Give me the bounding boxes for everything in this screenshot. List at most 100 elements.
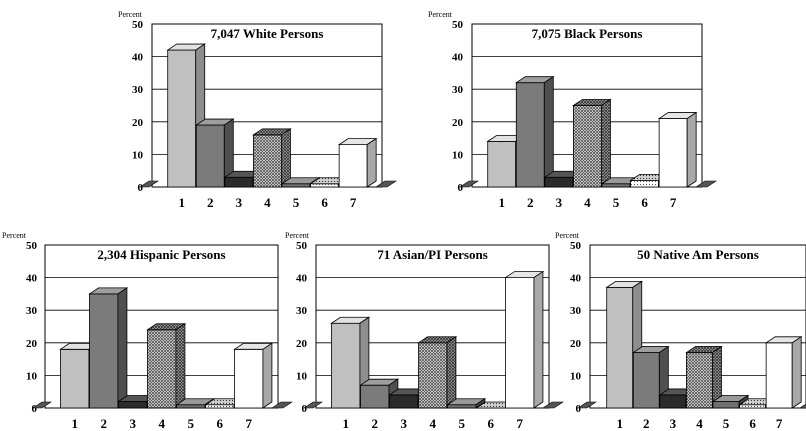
bar-2 (514, 75, 555, 188)
bar-1 (330, 316, 371, 409)
y-tick-label: 40 (26, 273, 38, 285)
y-tick-label: 10 (570, 370, 582, 382)
y-tick-label: 50 (26, 240, 38, 252)
y-tick-label: 40 (570, 273, 582, 285)
chart-panel-asian-pi: Percent 71 Asian/PI Persons 0 10 20 30 40 50 1… (285, 231, 564, 431)
y-tick-label: 20 (26, 338, 38, 350)
x-tick-label: 7 (350, 195, 357, 210)
floor-left (139, 180, 159, 188)
y-axis-label: Percent (285, 231, 310, 240)
x-tick-label: 3 (670, 416, 677, 431)
y-axis-label: Percent (555, 231, 580, 240)
x-tick-label: 2 (643, 416, 650, 431)
y-tick-label: 30 (132, 84, 144, 96)
x-tick-label: 5 (613, 195, 620, 210)
x-tick-label: 7 (670, 195, 677, 210)
bar-4 (252, 128, 292, 188)
bar-7 (764, 336, 803, 409)
floor-left (32, 401, 52, 409)
chart-panel-white: Percent 7,047 White Persons 0 10 20 30 40 50 1… (118, 10, 397, 210)
x-tick-label: 1 (616, 416, 623, 431)
x-tick-label: 6 (749, 416, 756, 431)
floor-right (375, 180, 397, 188)
x-tick-label: 5 (458, 416, 465, 431)
chart-title: 7,075 Black Persons (532, 26, 643, 41)
floor-left (459, 180, 479, 188)
bar-4 (685, 345, 723, 409)
x-tick-label: 3 (236, 195, 243, 210)
x-tick-label: 4 (584, 195, 591, 210)
x-tick-label: 6 (216, 416, 223, 431)
x-tick-label: 6 (487, 416, 494, 431)
x-tick-label: 2 (207, 195, 214, 210)
y-tick-label: 0 (576, 403, 582, 415)
floor-left (303, 401, 323, 409)
y-axis-label: Percent (118, 10, 143, 19)
bar-2 (631, 345, 670, 409)
y-tick-label: 30 (452, 84, 464, 96)
bar-7 (233, 342, 274, 409)
y-tick-label: 10 (296, 370, 308, 382)
y-tick-label: 50 (452, 19, 464, 31)
bar-7 (337, 137, 378, 188)
bar-5 (446, 397, 487, 409)
bar-4 (572, 98, 612, 188)
y-tick-label: 50 (570, 240, 582, 252)
y-tick-label: 20 (452, 117, 464, 129)
x-tick-label: 4 (264, 195, 271, 210)
x-tick-label: 7 (516, 416, 523, 431)
y-tick-label: 20 (132, 117, 144, 129)
x-tick-label: 3 (400, 416, 407, 431)
x-tick-label: 6 (321, 195, 328, 210)
y-tick-label: 30 (570, 305, 582, 317)
y-tick-label: 0 (458, 182, 464, 194)
y-tick-label: 30 (296, 305, 308, 317)
x-tick-label: 3 (556, 195, 563, 210)
y-tick-label: 10 (452, 149, 464, 161)
chart-title: 71 Asian/PI Persons (377, 247, 488, 262)
bar-7 (657, 111, 698, 188)
chart-title: 2,304 Hispanic Persons (97, 247, 225, 262)
floor-right (695, 180, 717, 188)
x-tick-label: 6 (641, 195, 648, 210)
floor-right (799, 403, 806, 409)
y-tick-label: 0 (302, 403, 308, 415)
y-tick-label: 30 (26, 305, 38, 317)
x-tick-label: 1 (178, 195, 185, 210)
x-tick-label: 1 (71, 416, 78, 431)
floor-right (271, 401, 293, 409)
y-axis-label: Percent (2, 231, 27, 240)
y-tick-label: 0 (32, 403, 38, 415)
x-tick-label: 5 (293, 195, 300, 210)
x-tick-label: 7 (776, 416, 783, 431)
chart-panel-native-am: Percent 50 Native Am Persons 0 10 20 30 40 50… (555, 231, 806, 431)
y-tick-label: 40 (296, 273, 308, 285)
chart-title: 50 Native Am Persons (637, 247, 759, 262)
bar-4 (146, 323, 187, 409)
chart-panel-hispanic: Percent 2,304 Hispanic Persons 0 10 20 30 40… (2, 231, 293, 431)
chart-panel-black: Percent 7,075 Black Persons 0 10 20 30 40 50 1… (428, 10, 717, 210)
x-tick-label: 5 (187, 416, 194, 431)
y-tick-label: 10 (132, 149, 144, 161)
y-tick-label: 10 (26, 370, 38, 382)
x-tick-label: 4 (158, 416, 165, 431)
x-tick-label: 2 (100, 416, 107, 431)
x-tick-label: 7 (245, 416, 252, 431)
x-tick-label: 4 (429, 416, 436, 431)
bar-6 (204, 397, 245, 409)
y-axis-label: Percent (428, 10, 453, 19)
floor-right (542, 401, 564, 409)
y-tick-label: 50 (132, 19, 144, 31)
y-tick-label: 20 (296, 338, 308, 350)
x-tick-label: 2 (371, 416, 378, 431)
y-tick-label: 40 (132, 52, 144, 64)
bar-2 (88, 287, 129, 409)
y-tick-label: 20 (570, 338, 582, 350)
x-tick-label: 4 (696, 416, 703, 431)
bar-4 (417, 336, 458, 409)
x-tick-label: 1 (342, 416, 349, 431)
x-tick-label: 3 (129, 416, 136, 431)
x-tick-label: 2 (527, 195, 534, 210)
bar-7 (504, 270, 545, 409)
